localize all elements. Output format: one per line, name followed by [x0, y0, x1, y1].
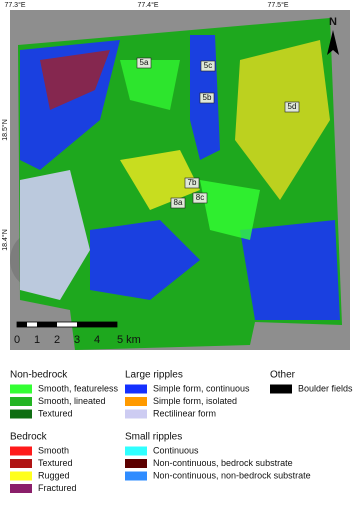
- legend-swatch: [125, 409, 147, 419]
- scale-label: 1: [34, 334, 40, 346]
- scale-label: 2: [54, 334, 60, 346]
- legend-label: Fractured: [38, 483, 77, 493]
- legend-label: Rectilinear form: [153, 408, 216, 418]
- site-box: [170, 197, 186, 209]
- site-box: [184, 177, 200, 189]
- legend-label: Non-continuous, bedrock substrate: [153, 458, 293, 468]
- scale-label: 0: [14, 334, 20, 346]
- legend-swatch: [10, 409, 32, 419]
- site-label: 5b: [203, 93, 212, 102]
- map: N: [10, 10, 350, 350]
- legend-swatch: [270, 384, 292, 394]
- legend-swatch: [125, 471, 147, 481]
- legend-swatch: [10, 459, 32, 468]
- legend-label: Simple form, continuous: [153, 383, 250, 393]
- site-box: [199, 92, 215, 104]
- scale-label: 3: [74, 334, 80, 346]
- site-label: 7b: [188, 178, 197, 187]
- longitude-label: 77.4°E: [137, 1, 158, 9]
- legend-title: Bedrock: [10, 432, 48, 443]
- legend-title: Large ripples: [125, 370, 183, 381]
- site-box: [284, 101, 300, 113]
- unit-patch: [235, 40, 330, 200]
- north-label: N: [329, 16, 337, 28]
- scale-label: 4: [94, 334, 100, 346]
- legend-swatch: [10, 484, 32, 493]
- legend-title: Small ripples: [125, 432, 182, 443]
- legend-label: Continuous: [153, 445, 199, 455]
- legend-swatch: [125, 459, 147, 468]
- legend-swatch: [10, 471, 32, 481]
- legend-swatch: [125, 446, 147, 456]
- legend-label: Simple form, isolated: [153, 396, 237, 406]
- legend-label: Textured: [38, 458, 73, 468]
- legend-label: Smooth, featureless: [38, 383, 119, 393]
- legend-swatch: [125, 397, 147, 406]
- unit-patch: [200, 180, 260, 240]
- scale-segment: [77, 322, 117, 327]
- scale-segment: [17, 322, 27, 327]
- site-label: 8c: [196, 193, 204, 202]
- scale-segment: [37, 322, 57, 327]
- arrow: [327, 30, 339, 55]
- site-box: [192, 192, 208, 204]
- site-label: 5a: [140, 58, 149, 67]
- legend-label: Smooth: [38, 445, 69, 455]
- legend-label: Textured: [38, 408, 73, 418]
- scale-label: 5 km: [117, 334, 141, 346]
- legend-label: Boulder fields: [298, 383, 353, 393]
- legend-label: Non-continuous, non-bedrock substrate: [153, 470, 311, 480]
- longitude-label: 77.5°E: [267, 1, 288, 9]
- site-label: 5d: [288, 102, 297, 111]
- site-label: 5c: [204, 61, 212, 70]
- latitude-label: 18.5°N: [1, 119, 9, 140]
- legend-label: Rugged: [38, 470, 70, 480]
- unit-patch: [120, 150, 200, 210]
- longitude-label: 77.3°E: [4, 1, 25, 9]
- legend-title: Other: [270, 370, 296, 381]
- legend-label: Smooth, lineated: [38, 396, 106, 406]
- unit-patch: [240, 220, 340, 320]
- legend-swatch: [125, 384, 147, 394]
- legend-swatch: [10, 384, 32, 394]
- latitude-label: 18.4°N: [1, 229, 9, 250]
- site-box: [136, 57, 152, 69]
- site-label: 8a: [174, 198, 183, 207]
- unit-patch: [90, 220, 200, 300]
- unit-patch: [120, 60, 180, 110]
- unit-patch: [20, 170, 90, 300]
- site-box: [200, 60, 216, 72]
- north-arrow: N: [327, 16, 339, 55]
- unit-patch: [40, 50, 110, 110]
- scale-bar: 0 1 2 3 4 5 km: [14, 321, 141, 346]
- legend-title: Non-bedrock: [10, 370, 68, 381]
- legend-swatch: [10, 446, 32, 456]
- legend-swatch: [10, 397, 32, 406]
